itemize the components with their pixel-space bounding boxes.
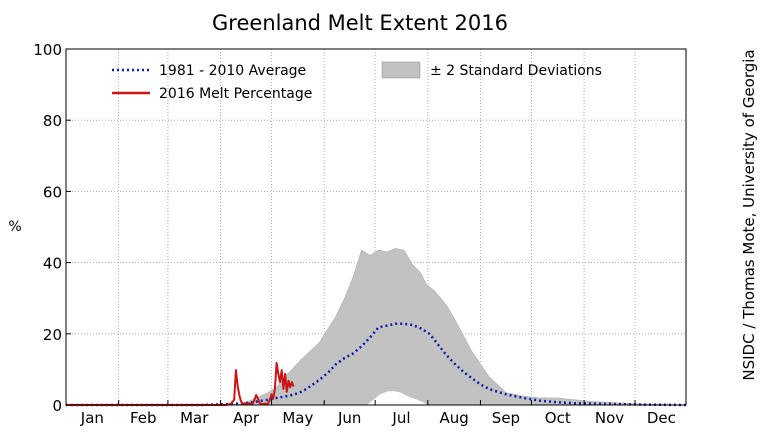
x-tick-label: Aug [439,409,468,427]
std-dev-band-gap [366,391,428,405]
y-tick-label: 0 [52,397,62,415]
legend-band-label: ± 2 Standard Deviations [430,63,602,79]
x-tick-label: Nov [595,409,624,427]
y-tick-label: 100 [33,41,62,59]
x-tick-label: May [282,409,313,427]
legend-average-label: 1981 - 2010 Average [159,63,306,79]
average-series-line [66,322,687,407]
y-tick-label: 40 [43,255,62,273]
x-tick-label: Dec [647,409,676,427]
y-axis-label: % [8,219,21,235]
x-tick-label: Oct [545,409,571,427]
x-tick-label: Mar [180,409,209,427]
x-axis-ticks: Jan Feb Mar Apr May Jun Jul Aug Sep Oct Nov Dec [65,400,676,427]
chart-title: Greenland Melt Extent 2016 [212,11,508,35]
std-dev-band-area [66,248,687,406]
y-tick-label: 80 [43,112,62,130]
x-tick-label: Jun [337,409,361,427]
legend-band-swatch [381,61,421,79]
std-dev-band [66,248,687,406]
gridlines [66,49,686,405]
x-tick-label: Jan [80,409,104,427]
legend: 1981 - 2010 Average 2016 Melt Percentage… [112,61,602,102]
x-tick-label: Sep [492,409,520,427]
legend-melt-label: 2016 Melt Percentage [159,86,312,102]
melt-2016-series-line [66,362,295,406]
data-credit: NSIDC / Thomas Mote, University of Georg… [740,49,758,380]
x-tick-label: Feb [130,409,157,427]
x-tick-label: Jul [391,409,410,427]
y-axis-ticks: 0 20 40 60 80 100 [33,41,71,415]
plot-frame [65,48,687,406]
y-tick-label: 20 [43,326,62,344]
y-tick-label: 60 [43,183,62,201]
x-tick-label: Apr [233,409,260,427]
series-lines [66,322,687,407]
